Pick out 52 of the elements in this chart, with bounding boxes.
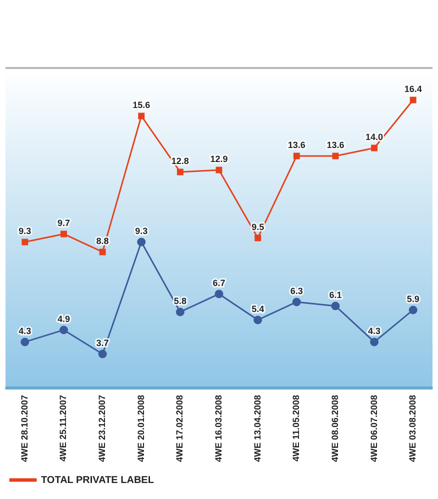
point [216,166,222,174]
x-tick-label: 4WE 08.06.2008 [330,394,340,462]
point [60,230,67,238]
data-label: 14.0 [366,132,384,142]
data-label: 6.7 [212,278,226,288]
x-tick-label: 4WE 25.11.2007 [58,394,68,462]
data-label: 6.3 [290,286,303,296]
data-label: 12.9 [210,154,228,164]
data-label: 13.6 [326,140,344,150]
x-tick-label: 4WE 28.10.2007 [19,394,30,462]
data-label: 13.6 [288,140,306,150]
point [22,238,28,246]
data-label: 5.8 [174,296,186,306]
x-tick-label: 4WE 11.05.2008 [291,394,302,462]
point [214,290,224,298]
x-tick-label: 4WE 16.03.2008 [213,394,224,462]
x-tick-label: 4WE 17.02.2008 [174,394,185,462]
point [331,302,340,310]
point [138,112,145,120]
point [176,308,184,316]
point [292,298,301,306]
point [332,152,339,160]
point [254,234,262,242]
x-tick-label: 4WE 03.08.2008 [408,394,418,462]
point [370,338,379,346]
x-tick-label: 4WE 06.07.2008 [368,394,379,462]
point [137,238,146,246]
point [98,350,107,358]
data-label: 5.9 [406,294,420,304]
point [20,338,30,346]
point [176,168,184,176]
data-label: 9.3 [135,226,148,236]
data-label: 9.3 [18,226,32,236]
point [99,248,106,256]
point [59,326,68,334]
data-label: 9.7 [57,218,70,228]
point [254,316,262,324]
point [371,144,378,152]
point [293,152,300,160]
x-tick-label: 4WE 13.04.2008 [252,394,262,462]
point [408,306,418,314]
data-label: 6.1 [329,290,342,300]
data-label: 4.9 [57,314,70,324]
data-label: 4.3 [18,326,32,336]
legend-label: TOTAL PRIVATE LABEL [41,474,154,486]
data-label: 15.6 [132,100,150,110]
data-label: 16.4 [404,84,422,94]
data-label: 4.3 [368,326,381,336]
x-tick-label: 4WE 20.01.2008 [136,394,146,462]
x-tick-label: 4WE 23.12.2007 [97,394,108,462]
data-label: 5.4 [252,304,264,314]
point [410,96,416,104]
